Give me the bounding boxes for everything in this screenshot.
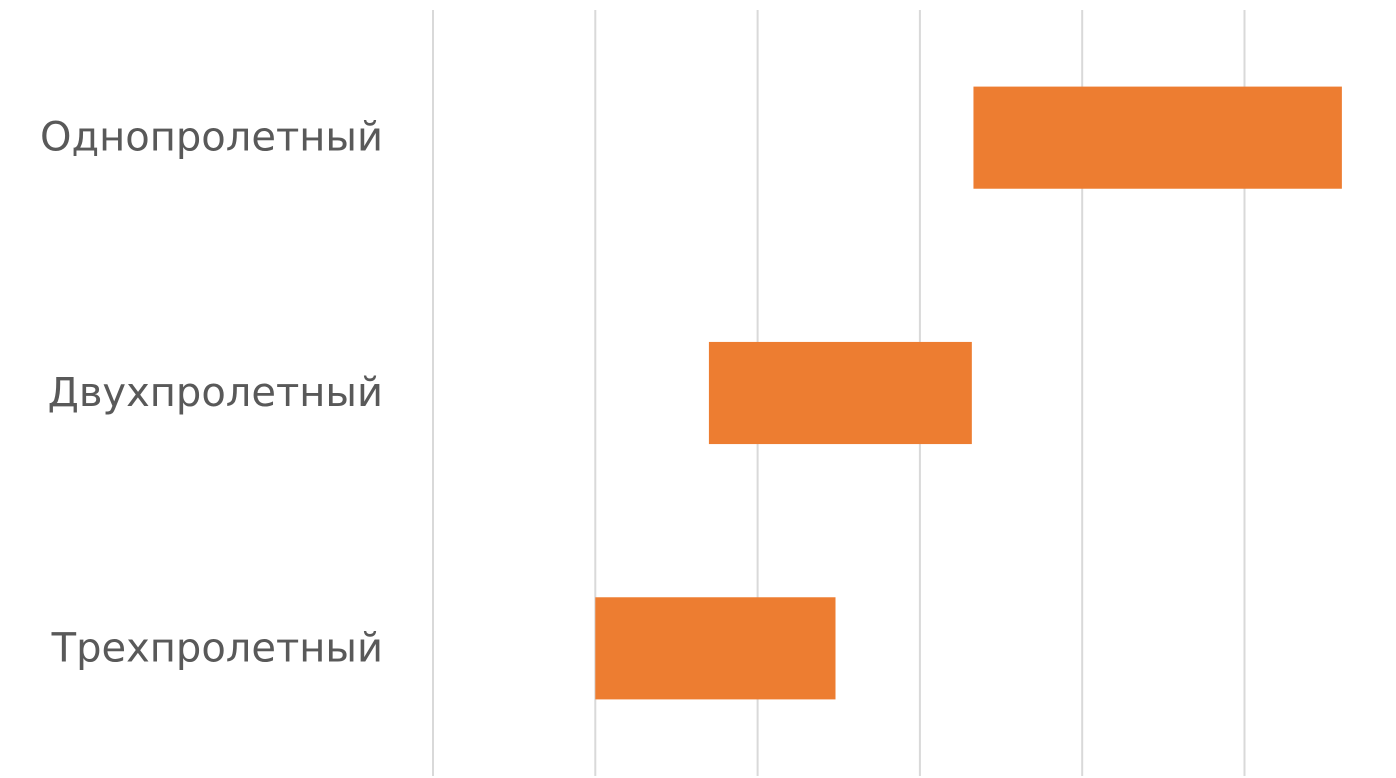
category-label-2: Трехпролетный	[51, 625, 383, 671]
category-label-0: Однопролетный	[40, 115, 383, 161]
bar-1	[708, 341, 972, 445]
category-label-1: Двухпролетный	[48, 370, 383, 416]
bars	[595, 86, 1342, 700]
bar-2	[595, 597, 836, 700]
bar-0	[973, 86, 1342, 189]
category-labels: Однопролетный Двухпролетный Трехпролетный	[40, 115, 383, 672]
